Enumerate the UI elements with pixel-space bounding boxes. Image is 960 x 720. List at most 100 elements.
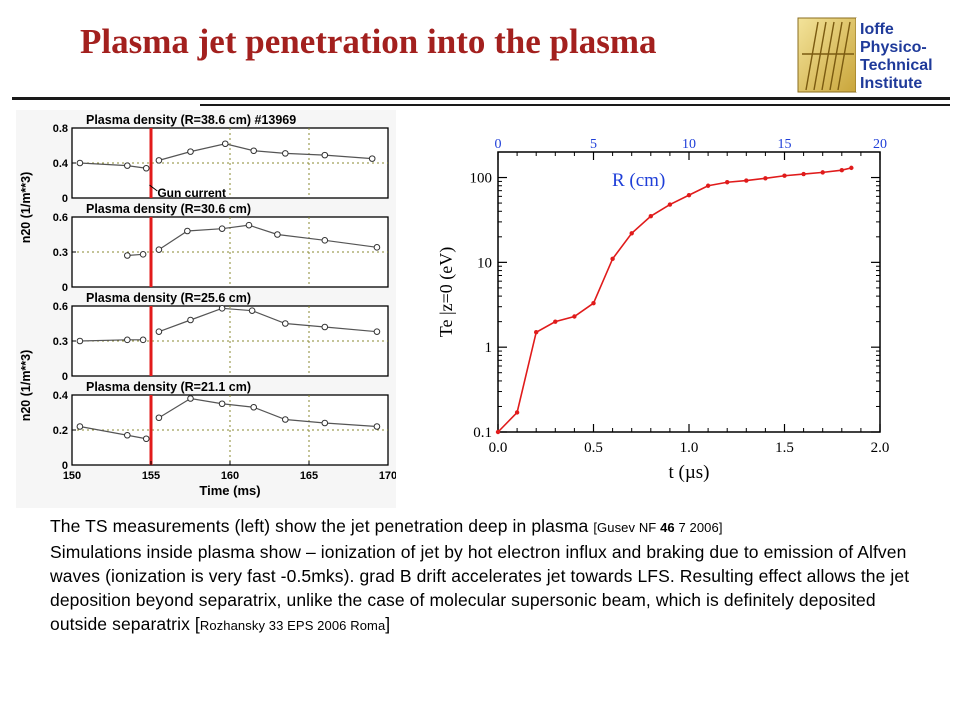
density-point	[139, 336, 147, 344]
y-tick-label: 0.4	[53, 158, 69, 170]
y-tick-label: 0	[62, 371, 68, 383]
density-point	[373, 244, 381, 251]
te-point	[849, 165, 854, 171]
x-tick-label: 155	[142, 470, 160, 482]
density-point	[250, 403, 257, 411]
caption-body-text: Simulations inside plasma show – ionizat…	[50, 542, 910, 634]
te-point	[495, 429, 501, 435]
density-point	[124, 336, 131, 344]
te-point	[591, 300, 596, 306]
y-axis-label-bottom: n20 (1/m**3)	[19, 350, 33, 422]
panel-title: Plasma density (R=38.6 cm) #13969	[86, 113, 296, 127]
density-point	[321, 323, 329, 331]
reference-gusev: [Gusev NF 46 7 2006]	[593, 520, 722, 535]
density-point	[218, 400, 226, 408]
te-point	[839, 168, 844, 173]
top-x-tick-label: 5	[590, 137, 597, 152]
te-point	[572, 314, 577, 319]
te-simulation-figure: 0.0 0.5 1.0 1.5 2.0 0 5 10 15 20 R (cm) 0.1 1 10 100 t …	[436, 137, 890, 483]
y-tick-label: 0	[62, 193, 68, 205]
ts-density-figure: 0.8 0.4 0 Plasma density (R=38.6 cm) #13969…	[16, 110, 396, 508]
top-x-tick-label: 10	[682, 137, 696, 152]
header-rule-thick	[12, 97, 950, 100]
te-point	[725, 180, 730, 185]
reference-open: [	[194, 614, 200, 634]
x-tick-label: 2.0	[871, 440, 890, 456]
te-point	[514, 410, 520, 415]
density-point	[221, 140, 229, 148]
x-tick-label: 170	[379, 470, 396, 482]
top-x-tick-label: 0	[495, 137, 502, 152]
te-point	[610, 256, 615, 262]
density-point	[245, 221, 253, 229]
density-point	[142, 435, 150, 443]
density-point	[155, 328, 163, 335]
te-point	[648, 214, 653, 219]
caption: The TS measurements (left) show the jet …	[50, 514, 920, 638]
caption-line-1: The TS measurements (left) show the jet …	[50, 514, 920, 540]
density-point	[282, 320, 289, 327]
y-tick-label: 0.2	[53, 425, 68, 437]
top-x-tick-label: 20	[873, 137, 887, 152]
density-point	[124, 252, 131, 259]
caption-body: Simulations inside plasma show – ionizat…	[50, 540, 920, 638]
y-tick-label: 1	[485, 340, 493, 356]
y-tick-label: 0.1	[473, 425, 492, 441]
density-point	[218, 305, 226, 312]
density-point	[282, 150, 289, 157]
te-point	[629, 231, 634, 236]
institute-logo: Ioffe Physico- Technical Institute	[797, 17, 950, 93]
density-point	[250, 147, 257, 155]
panel-title: Plasma density (R=30.6 cm)	[86, 202, 251, 216]
density-point	[218, 225, 226, 232]
y-tick-label: 0	[62, 460, 68, 472]
reference-gusev-volume: 46	[660, 520, 675, 535]
te-point	[782, 173, 787, 178]
density-point	[373, 328, 381, 335]
x-tick-label: 150	[63, 470, 81, 482]
logo-line-4: Institute	[860, 75, 922, 92]
te-point	[763, 176, 768, 181]
y-tick-label: 0.6	[53, 212, 68, 224]
y-axis-label-top: n20 (1/m**3)	[19, 172, 33, 244]
logo-line-1: Ioffe	[860, 21, 894, 38]
te-point	[801, 171, 806, 177]
density-point	[368, 155, 376, 162]
density-point	[124, 431, 131, 439]
y-tick-label: 0.3	[53, 336, 68, 348]
te-point	[534, 330, 539, 335]
te-line	[497, 167, 852, 433]
density-point	[274, 231, 281, 238]
y-tick-label: 0	[62, 282, 68, 294]
density-point	[76, 159, 84, 167]
reference-gusev-c: 7 2006]	[674, 520, 723, 535]
y-tick-label: 100	[470, 171, 493, 187]
y-tick-label: 0.6	[53, 301, 68, 313]
x-tick-label: 165	[300, 470, 318, 482]
header-rule-thin	[200, 104, 950, 106]
annotation-arrow	[149, 184, 158, 192]
te-point	[686, 192, 692, 198]
density-point	[142, 164, 150, 172]
density-point	[155, 157, 163, 164]
gun-current-label: Gun current	[157, 186, 226, 200]
reference-gusev-a: [Gusev NF	[593, 520, 661, 535]
y-tick-label: 0.8	[53, 123, 68, 135]
density-point	[139, 251, 147, 258]
density-point	[248, 307, 256, 314]
density-point	[373, 423, 381, 430]
x-tick-label: 0.0	[489, 440, 508, 456]
x-axis-label: Time (ms)	[199, 483, 260, 498]
density-point	[187, 395, 194, 402]
density-point	[76, 423, 84, 430]
caption-main-text: The TS measurements (left) show the jet …	[50, 516, 594, 536]
te-point	[667, 202, 673, 207]
logo-line-3: Technical	[860, 57, 933, 74]
density-point	[184, 227, 191, 235]
density-point	[76, 337, 84, 345]
top-x-tick-label: 15	[778, 137, 792, 152]
x-axis-label: t (µs)	[668, 462, 709, 483]
density-point	[321, 151, 329, 159]
density-point	[282, 416, 289, 423]
y-tick-label: 10	[477, 255, 492, 271]
